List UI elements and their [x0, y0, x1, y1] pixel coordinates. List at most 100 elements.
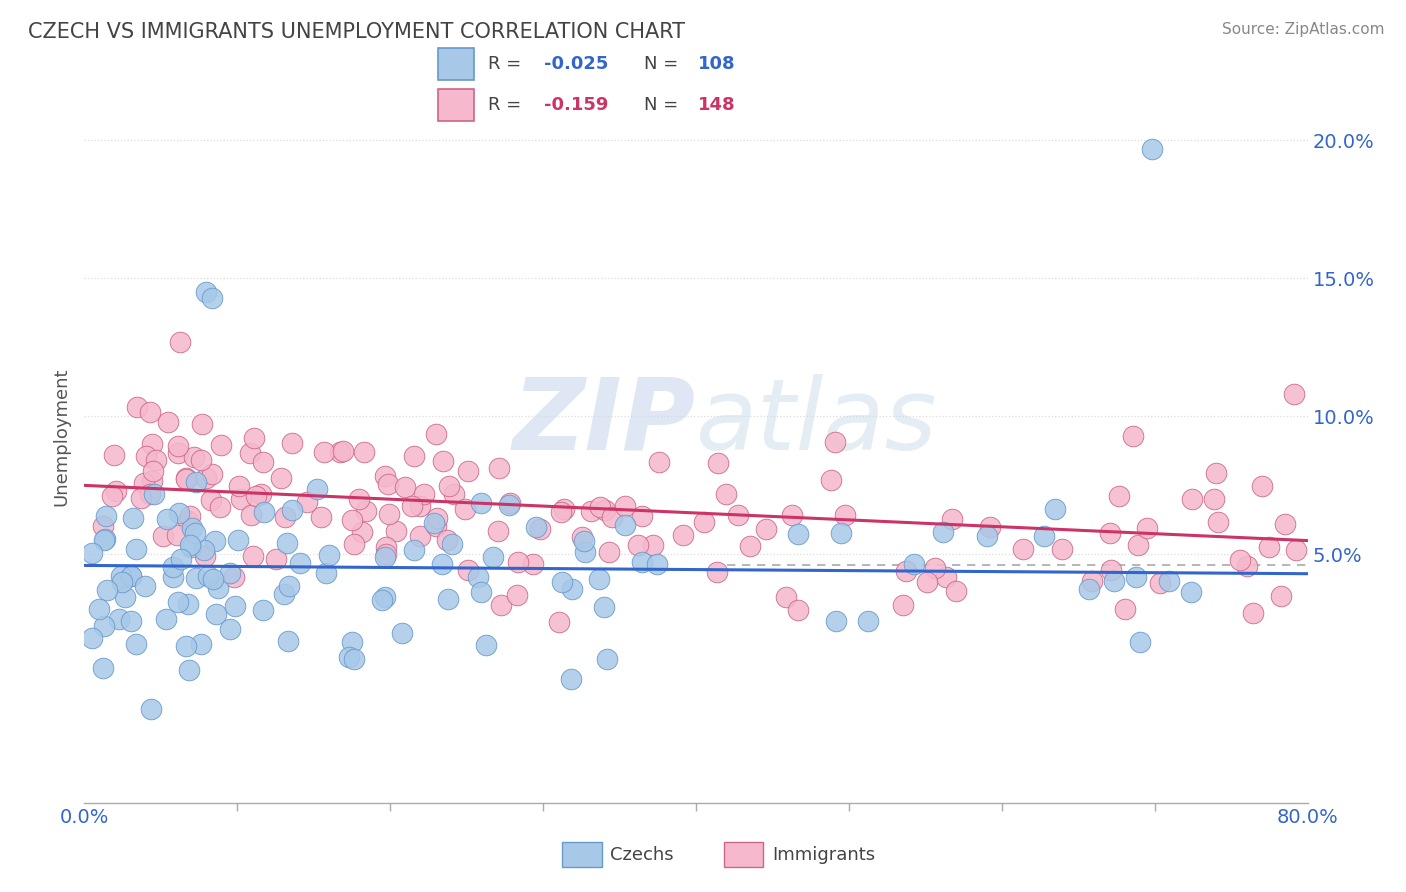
Point	[340, 635, 363, 649]
Y-axis label: Unemployment: Unemployment	[52, 368, 70, 507]
Point	[228, 479, 250, 493]
Point	[1114, 601, 1136, 615]
Point	[979, 519, 1001, 533]
Point	[631, 508, 654, 523]
Point	[93, 533, 115, 547]
Point	[1180, 584, 1202, 599]
Point	[134, 579, 156, 593]
Point	[177, 597, 200, 611]
Point	[375, 547, 398, 561]
Point	[295, 495, 318, 509]
Point	[820, 473, 842, 487]
Point	[491, 598, 513, 612]
Point	[488, 461, 510, 475]
Point	[425, 426, 447, 441]
Point	[305, 482, 328, 496]
Point	[441, 537, 464, 551]
Point	[522, 557, 544, 571]
Point	[941, 512, 963, 526]
Point	[437, 592, 460, 607]
Point	[281, 503, 304, 517]
Point	[454, 502, 477, 516]
Point	[252, 455, 274, 469]
Point	[402, 450, 425, 464]
Point	[94, 533, 117, 547]
Point	[179, 538, 201, 552]
Point	[184, 571, 207, 585]
Point	[252, 602, 274, 616]
Point	[91, 661, 114, 675]
Point	[100, 489, 122, 503]
Point	[226, 533, 249, 547]
Point	[274, 510, 297, 524]
Point	[179, 508, 201, 523]
Point	[162, 560, 184, 574]
Point	[787, 603, 810, 617]
Point	[120, 614, 142, 628]
Text: -0.025: -0.025	[544, 54, 607, 73]
Point	[111, 574, 134, 589]
Point	[409, 529, 432, 543]
Point	[202, 572, 225, 586]
Point	[593, 599, 616, 614]
Point	[430, 558, 453, 572]
Point	[506, 588, 529, 602]
Point	[353, 445, 375, 459]
Point	[486, 524, 509, 539]
Point	[276, 536, 298, 550]
Point	[425, 519, 447, 533]
FancyBboxPatch shape	[437, 89, 474, 120]
Point	[145, 453, 167, 467]
Point	[264, 551, 287, 566]
Point	[240, 508, 263, 522]
Point	[945, 584, 967, 599]
Point	[413, 487, 436, 501]
Point	[1081, 574, 1104, 588]
Point	[180, 540, 202, 554]
Point	[401, 500, 423, 514]
Point	[80, 632, 103, 646]
Point	[787, 526, 810, 541]
Point	[409, 500, 432, 514]
Point	[177, 514, 200, 528]
Point	[222, 569, 245, 583]
Point	[1236, 559, 1258, 574]
Point	[824, 435, 846, 450]
Point	[775, 590, 797, 604]
Text: Czechs: Czechs	[610, 846, 673, 863]
Point	[374, 549, 396, 564]
Point	[1078, 582, 1101, 596]
Point	[436, 533, 458, 547]
Point	[201, 467, 224, 482]
Point	[243, 431, 266, 445]
Point	[593, 503, 616, 517]
Point	[627, 538, 650, 552]
Point	[1050, 541, 1073, 556]
Point	[374, 540, 396, 554]
Point	[482, 550, 505, 565]
Point	[727, 508, 749, 522]
Point	[219, 566, 242, 581]
Point	[613, 518, 636, 533]
Point	[183, 450, 205, 464]
Point	[370, 592, 392, 607]
Point	[143, 487, 166, 501]
Point	[1102, 574, 1125, 588]
Point	[167, 439, 190, 453]
Point	[894, 564, 917, 578]
Point	[560, 673, 582, 687]
Point	[470, 584, 492, 599]
Point	[561, 582, 583, 596]
Point	[194, 549, 217, 563]
Point	[343, 652, 366, 666]
Point	[498, 498, 520, 512]
Point	[1258, 540, 1281, 554]
Point	[162, 570, 184, 584]
Point	[672, 528, 695, 542]
Point	[135, 449, 157, 463]
Text: 148: 148	[697, 95, 735, 114]
Point	[184, 475, 207, 490]
Point	[190, 417, 212, 431]
Point	[201, 291, 224, 305]
Point	[432, 454, 454, 468]
